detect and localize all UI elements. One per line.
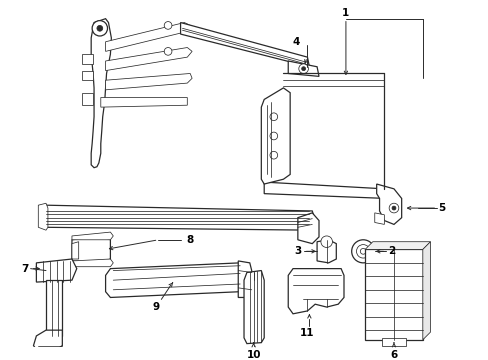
Circle shape <box>298 64 308 73</box>
Polygon shape <box>287 61 318 76</box>
Polygon shape <box>72 259 113 267</box>
Circle shape <box>164 48 172 55</box>
Text: 10: 10 <box>246 350 261 360</box>
Polygon shape <box>316 240 336 263</box>
Circle shape <box>301 67 305 71</box>
Polygon shape <box>101 98 187 107</box>
Polygon shape <box>105 23 190 51</box>
Polygon shape <box>72 232 113 240</box>
Polygon shape <box>374 213 384 224</box>
Text: 11: 11 <box>300 328 314 338</box>
Circle shape <box>269 151 277 159</box>
Text: 7: 7 <box>21 264 28 274</box>
Polygon shape <box>38 203 48 230</box>
Text: 3: 3 <box>294 246 301 256</box>
Text: 6: 6 <box>389 350 397 360</box>
Circle shape <box>351 240 374 263</box>
Polygon shape <box>244 271 264 343</box>
Polygon shape <box>36 259 77 282</box>
Circle shape <box>388 203 398 213</box>
Text: 9: 9 <box>152 302 159 312</box>
Circle shape <box>269 113 277 121</box>
Polygon shape <box>34 330 62 352</box>
Polygon shape <box>365 249 422 340</box>
Polygon shape <box>264 182 386 198</box>
Polygon shape <box>72 236 110 263</box>
Text: 1: 1 <box>342 8 349 18</box>
Text: 8: 8 <box>186 235 193 245</box>
Text: 2: 2 <box>387 246 395 256</box>
Circle shape <box>92 21 107 36</box>
Polygon shape <box>297 213 318 244</box>
Polygon shape <box>105 263 244 297</box>
Circle shape <box>320 236 332 247</box>
Polygon shape <box>365 242 429 249</box>
Polygon shape <box>382 338 405 346</box>
Polygon shape <box>261 88 289 184</box>
Polygon shape <box>81 71 93 80</box>
Circle shape <box>360 248 366 254</box>
Polygon shape <box>81 54 93 64</box>
Polygon shape <box>72 242 79 259</box>
Circle shape <box>356 244 369 258</box>
Polygon shape <box>91 19 111 168</box>
Polygon shape <box>287 269 343 314</box>
Polygon shape <box>238 261 251 297</box>
Polygon shape <box>180 23 309 67</box>
Circle shape <box>164 22 172 29</box>
Polygon shape <box>40 205 314 230</box>
Text: 5: 5 <box>438 203 445 213</box>
Text: 4: 4 <box>292 37 299 47</box>
Polygon shape <box>376 184 401 224</box>
Polygon shape <box>81 93 93 105</box>
Polygon shape <box>46 280 62 336</box>
Polygon shape <box>105 48 192 71</box>
Circle shape <box>391 206 395 210</box>
Polygon shape <box>105 73 192 90</box>
Polygon shape <box>422 242 429 340</box>
Circle shape <box>97 26 102 31</box>
Circle shape <box>269 132 277 140</box>
